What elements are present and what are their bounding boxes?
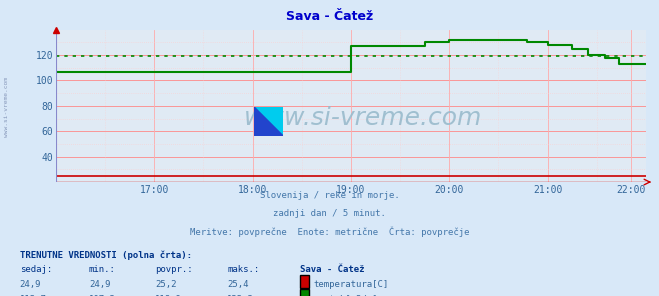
Text: 24,9: 24,9 — [20, 280, 42, 289]
Text: 132,3: 132,3 — [227, 295, 254, 296]
Bar — [269, 121, 283, 136]
Text: 118,9: 118,9 — [155, 295, 182, 296]
Text: Sava - Čatež: Sava - Čatež — [300, 265, 364, 274]
Polygon shape — [254, 107, 283, 136]
Text: 113,7: 113,7 — [20, 295, 47, 296]
Bar — [254, 121, 269, 136]
Text: www.si-vreme.com: www.si-vreme.com — [244, 106, 482, 130]
Text: temperatura[C]: temperatura[C] — [313, 280, 388, 289]
Text: 25,2: 25,2 — [155, 280, 177, 289]
Text: povpr.:: povpr.: — [155, 265, 192, 274]
Text: 25,4: 25,4 — [227, 280, 249, 289]
Text: Slovenija / reke in morje.: Slovenija / reke in morje. — [260, 191, 399, 200]
Text: Meritve: povprečne  Enote: metrične  Črta: povprečje: Meritve: povprečne Enote: metrične Črta:… — [190, 226, 469, 237]
Text: TRENUTNE VREDNOSTI (polna črta):: TRENUTNE VREDNOSTI (polna črta): — [20, 250, 192, 260]
Text: 107,3: 107,3 — [89, 295, 116, 296]
Polygon shape — [254, 107, 283, 136]
Text: pretok[m3/s]: pretok[m3/s] — [313, 295, 378, 296]
Text: www.si-vreme.com: www.si-vreme.com — [4, 77, 9, 136]
Polygon shape — [254, 107, 283, 136]
Bar — [269, 107, 283, 121]
Text: Sava - Čatež: Sava - Čatež — [286, 10, 373, 23]
Text: sedaj:: sedaj: — [20, 265, 52, 274]
Text: 24,9: 24,9 — [89, 280, 111, 289]
Text: min.:: min.: — [89, 265, 116, 274]
Bar — [254, 107, 269, 121]
Text: maks.:: maks.: — [227, 265, 260, 274]
Text: zadnji dan / 5 minut.: zadnji dan / 5 minut. — [273, 209, 386, 218]
